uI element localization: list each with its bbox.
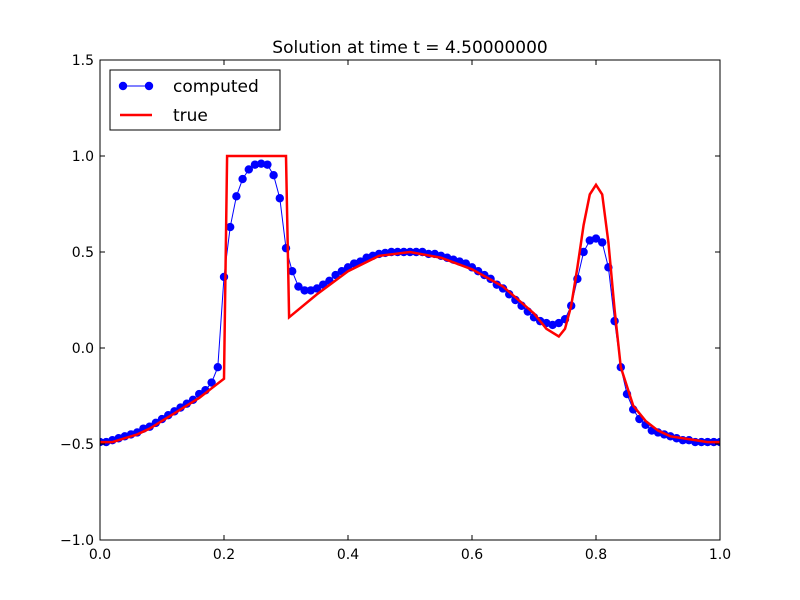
y-tick-label: −0.5 — [60, 437, 94, 453]
data-point-computed — [300, 286, 309, 295]
data-point-computed — [263, 160, 272, 169]
data-point-computed — [275, 194, 284, 203]
y-tick-label: 1.0 — [72, 149, 94, 165]
data-point-computed — [554, 318, 563, 328]
legend-label-true: true — [173, 106, 208, 126]
data-point-computed — [312, 284, 322, 293]
x-tick-label: 0.0 — [89, 547, 111, 563]
x-tick-label: 0.6 — [461, 547, 483, 563]
data-point-computed — [591, 234, 601, 243]
data-point-computed — [213, 363, 222, 372]
y-tick-label: 0.0 — [72, 341, 94, 357]
data-point-computed — [226, 222, 235, 232]
legend-label-computed: computed — [173, 77, 259, 97]
data-point-computed — [244, 165, 253, 174]
y-tick-label: 0.5 — [72, 245, 94, 261]
data-point-computed — [238, 174, 247, 184]
data-point-computed — [232, 192, 241, 201]
data-point-computed — [294, 282, 303, 291]
data-point-computed — [219, 272, 229, 282]
legend-computed-marker — [144, 81, 154, 91]
ticks-layer: 0.0 0.2 0.4 0.6 0.8 1.0 −1.0 −0.5 0.0 0.5 1.0 1.5 — [60, 53, 731, 563]
data-point-computed — [579, 247, 588, 257]
data-point-computed — [257, 159, 266, 168]
series-line-true — [100, 154, 720, 444]
data-point-computed — [250, 160, 260, 169]
x-tick-label: 0.2 — [213, 547, 235, 563]
y-tick-label: 1.5 — [72, 53, 94, 69]
x-tick-label: 1.0 — [709, 547, 731, 563]
legend-computed-marker — [118, 81, 128, 91]
x-tick-label: 0.4 — [337, 547, 359, 563]
legend: computed true — [109, 69, 281, 131]
y-tick-label: −1.0 — [60, 533, 94, 549]
x-tick-label: 0.8 — [585, 547, 607, 563]
plot-frame — [99, 59, 721, 541]
series-layer — [100, 154, 720, 447]
data-point-computed — [288, 267, 297, 276]
data-point-computed — [598, 238, 607, 247]
chart-title: Solution at time t = 4.50000000 — [272, 38, 547, 58]
data-point-computed — [269, 171, 278, 180]
data-point-computed — [331, 270, 340, 280]
legend-box — [109, 69, 281, 131]
data-point-computed — [207, 378, 216, 387]
